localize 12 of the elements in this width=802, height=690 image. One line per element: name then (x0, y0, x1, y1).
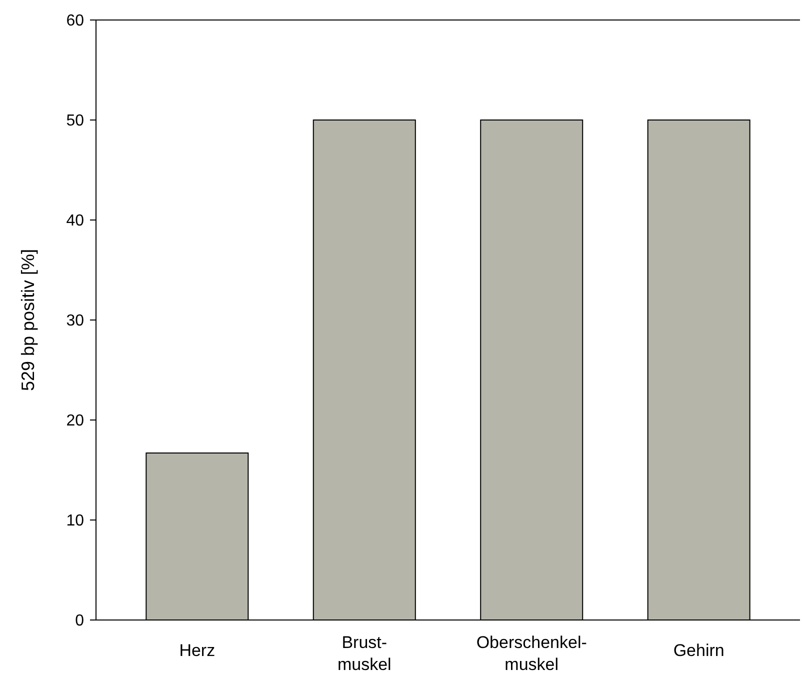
y-tick-label: 50 (66, 112, 84, 130)
y-tick-label: 0 (75, 612, 84, 630)
y-tick-label: 60 (66, 12, 84, 30)
y-tick-label: 40 (66, 212, 84, 230)
x-tick-label: Herz (179, 641, 216, 660)
x-tick-label: Gehirn (673, 641, 724, 660)
x-tick-label: Brust- muskel (337, 633, 392, 674)
y-tick-label: 10 (66, 512, 84, 530)
x-tick-label: Oberschenkel- muskel (476, 633, 587, 674)
y-tick-label: 20 (66, 412, 84, 430)
y-axis-title: 529 bp positiv [%] (18, 248, 38, 392)
y-tick-label: 30 (66, 312, 84, 330)
